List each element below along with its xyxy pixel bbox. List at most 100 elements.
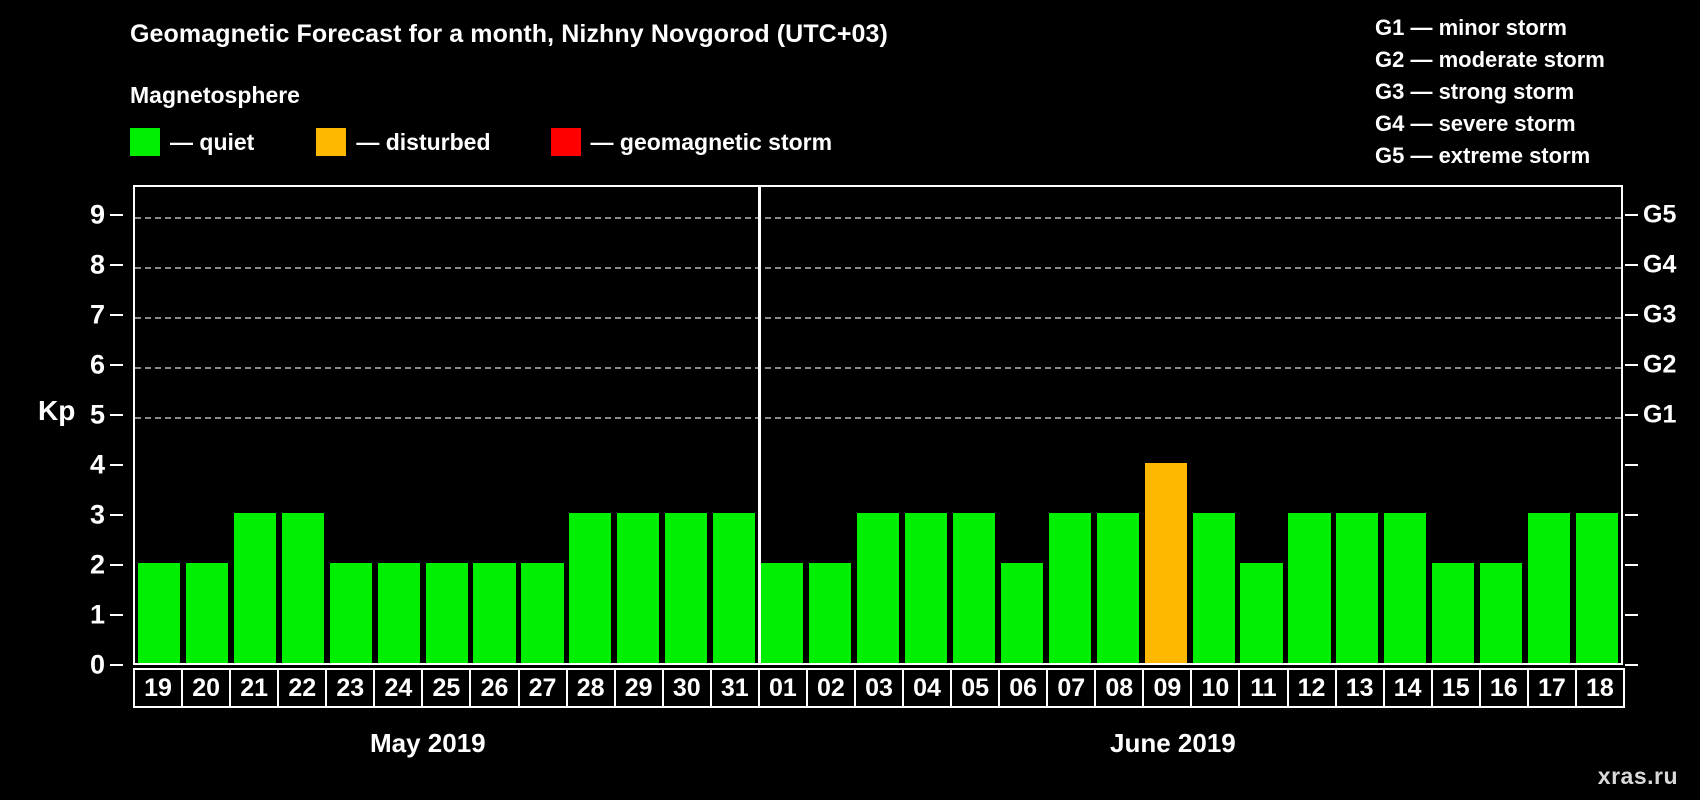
bar[interactable] <box>185 563 228 663</box>
bar[interactable] <box>1048 513 1091 663</box>
bar-slot[interactable] <box>1046 187 1094 663</box>
date-cell[interactable]: 13 <box>1334 668 1385 708</box>
y-axis-tick-label: 2 <box>89 549 105 580</box>
date-cell[interactable]: 04 <box>902 668 953 708</box>
date-cell[interactable]: 06 <box>998 668 1049 708</box>
bar[interactable] <box>1144 463 1187 663</box>
bar-slot[interactable] <box>902 187 950 663</box>
date-cell[interactable]: 18 <box>1574 668 1625 708</box>
date-cell[interactable]: 24 <box>373 668 424 708</box>
bar-slot[interactable] <box>135 187 183 663</box>
bar-slot[interactable] <box>1286 187 1334 663</box>
bar-slot[interactable] <box>327 187 375 663</box>
date-cell[interactable]: 29 <box>613 668 664 708</box>
bar-slot[interactable] <box>998 187 1046 663</box>
bar-slot[interactable] <box>566 187 614 663</box>
bar[interactable] <box>281 513 324 663</box>
date-cell[interactable]: 31 <box>709 668 760 708</box>
bar[interactable] <box>1240 563 1283 663</box>
bar[interactable] <box>1288 513 1331 663</box>
date-cell[interactable]: 05 <box>950 668 1001 708</box>
date-cell[interactable]: 26 <box>469 668 520 708</box>
bar-slot[interactable] <box>1094 187 1142 663</box>
bar[interactable] <box>761 563 804 663</box>
bar-slot[interactable] <box>375 187 423 663</box>
bar[interactable] <box>856 513 900 663</box>
bar[interactable] <box>521 563 564 663</box>
bar-slot[interactable] <box>662 187 710 663</box>
bar-slot[interactable] <box>423 187 471 663</box>
bar-slot[interactable] <box>806 187 854 663</box>
bar[interactable] <box>617 513 660 663</box>
bar[interactable] <box>1192 513 1235 663</box>
bar[interactable] <box>952 513 995 663</box>
date-cell[interactable]: 20 <box>181 668 232 708</box>
date-cell[interactable]: 08 <box>1094 668 1145 708</box>
bar-slot[interactable] <box>614 187 662 663</box>
bar-slot[interactable] <box>758 187 806 663</box>
bar-slot[interactable] <box>279 187 327 663</box>
gridline <box>135 417 1621 419</box>
date-cell[interactable]: 17 <box>1526 668 1577 708</box>
bar-slot[interactable] <box>1333 187 1381 663</box>
bar-slot[interactable] <box>1573 187 1621 663</box>
bar[interactable] <box>1576 513 1619 663</box>
date-cell[interactable]: 02 <box>805 668 856 708</box>
y-axis-tick-mark <box>110 314 123 316</box>
date-cell[interactable]: 21 <box>229 668 280 708</box>
bar-slot[interactable] <box>1525 187 1573 663</box>
date-cell[interactable]: 16 <box>1478 668 1529 708</box>
bar-slot[interactable] <box>1142 187 1190 663</box>
g-scale-line: G1 — minor storm <box>1375 15 1567 40</box>
bar-slot[interactable] <box>1381 187 1429 663</box>
bar[interactable] <box>1000 563 1043 663</box>
date-cell[interactable]: 15 <box>1430 668 1481 708</box>
date-cell[interactable]: 11 <box>1238 668 1289 708</box>
bar-slot[interactable] <box>183 187 231 663</box>
date-cell[interactable]: 01 <box>757 668 808 708</box>
date-cell[interactable]: 07 <box>1046 668 1097 708</box>
bar[interactable] <box>713 513 756 663</box>
orange-square-icon <box>316 128 347 156</box>
bar[interactable] <box>1096 513 1139 663</box>
bar[interactable] <box>233 513 276 663</box>
date-cell[interactable]: 22 <box>277 668 328 708</box>
date-cell[interactable]: 12 <box>1286 668 1337 708</box>
bar[interactable] <box>1384 513 1427 663</box>
date-cell[interactable]: 14 <box>1382 668 1433 708</box>
bar[interactable] <box>377 563 420 663</box>
date-cell[interactable]: 09 <box>1142 668 1193 708</box>
bar-slot[interactable] <box>231 187 279 663</box>
date-cell[interactable]: 10 <box>1190 668 1241 708</box>
bar-slot[interactable] <box>1190 187 1238 663</box>
bar-slot[interactable] <box>710 187 758 663</box>
bar[interactable] <box>473 563 516 663</box>
date-cell[interactable]: 25 <box>421 668 472 708</box>
date-cell[interactable]: 30 <box>661 668 712 708</box>
date-cell[interactable]: 23 <box>325 668 376 708</box>
bar-slot[interactable] <box>471 187 519 663</box>
y-axis-tick-mark <box>110 614 123 616</box>
bar[interactable] <box>137 563 181 663</box>
bar[interactable] <box>809 563 852 663</box>
date-cell[interactable]: 28 <box>565 668 616 708</box>
bar[interactable] <box>329 563 372 663</box>
bar-slot[interactable] <box>1477 187 1525 663</box>
bar[interactable] <box>1336 513 1379 663</box>
bar-slot[interactable] <box>950 187 998 663</box>
bar-slot[interactable] <box>1238 187 1286 663</box>
bar[interactable] <box>569 513 612 663</box>
bar[interactable] <box>1432 563 1475 663</box>
bar-slot[interactable] <box>519 187 567 663</box>
bar[interactable] <box>425 563 468 663</box>
bar[interactable] <box>904 513 948 663</box>
date-cell[interactable]: 27 <box>517 668 568 708</box>
bar-slot[interactable] <box>854 187 902 663</box>
legend-item-label: — quiet <box>170 128 255 155</box>
date-cell[interactable]: 03 <box>853 668 904 708</box>
bar[interactable] <box>1480 563 1523 663</box>
bar[interactable] <box>665 513 708 663</box>
date-cell[interactable]: 19 <box>133 668 184 708</box>
bar[interactable] <box>1528 513 1571 663</box>
bar-slot[interactable] <box>1429 187 1477 663</box>
